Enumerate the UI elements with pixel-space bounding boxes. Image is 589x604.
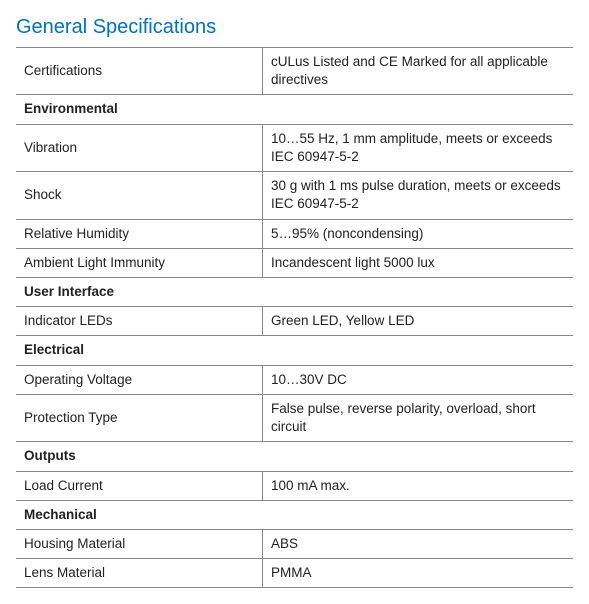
page-title: General Specifications [16,16,573,39]
table-row: Shock 30 g with 1 ms pulse duration, mee… [16,172,573,219]
table-row: Protection Type False pulse, reverse pol… [16,394,573,441]
spec-value: 100 mA max. [263,471,574,500]
table-row: Load Current 100 mA max. [16,471,573,500]
section-row: Environmental [16,95,573,124]
spec-label: Shock [16,172,263,219]
section-label: Mechanical [16,500,573,529]
spec-label: Lens Material [16,559,263,588]
spec-value: cULus Listed and CE Marked for all appli… [263,48,574,95]
table-row: Vibration 10…55 Hz, 1 mm amplitude, meet… [16,124,573,171]
spec-label: Housing Material [16,529,263,558]
table-row: Indicator LEDs Green LED, Yellow LED [16,307,573,336]
spec-value: PMMA [263,559,574,588]
table-row: Operating Voltage 10…30V DC [16,365,573,394]
table-row: Ambient Light Immunity Incandescent ligh… [16,248,573,277]
table-row: Certifications cULus Listed and CE Marke… [16,48,573,95]
spec-value: Incandescent light 5000 lux [263,248,574,277]
spec-value: 10…30V DC [263,365,574,394]
spec-label: Protection Type [16,394,263,441]
spec-value: ABS [263,529,574,558]
section-row: Electrical [16,336,573,365]
section-label: Outputs [16,442,573,471]
section-row: User Interface [16,277,573,306]
spec-value: False pulse, reverse polarity, overload,… [263,394,574,441]
section-label: Environmental [16,95,573,124]
spec-tbody: Certifications cULus Listed and CE Marke… [16,48,573,588]
spec-label: Ambient Light Immunity [16,248,263,277]
section-label: User Interface [16,277,573,306]
spec-label: Relative Humidity [16,219,263,248]
spec-label: Indicator LEDs [16,307,263,336]
spec-label: Vibration [16,124,263,171]
spec-label: Load Current [16,471,263,500]
spec-value: 5…95% (noncondensing) [263,219,574,248]
spec-label: Operating Voltage [16,365,263,394]
spec-value: Green LED, Yellow LED [263,307,574,336]
table-row: Relative Humidity 5…95% (noncondensing) [16,219,573,248]
spec-label: Certifications [16,48,263,95]
section-label: Electrical [16,336,573,365]
spec-table: Certifications cULus Listed and CE Marke… [16,47,573,588]
spec-value: 30 g with 1 ms pulse duration, meets or … [263,172,574,219]
section-row: Mechanical [16,500,573,529]
section-row: Outputs [16,442,573,471]
table-row: Housing Material ABS [16,529,573,558]
spec-value: 10…55 Hz, 1 mm amplitude, meets or excee… [263,124,574,171]
table-row: Lens Material PMMA [16,559,573,588]
